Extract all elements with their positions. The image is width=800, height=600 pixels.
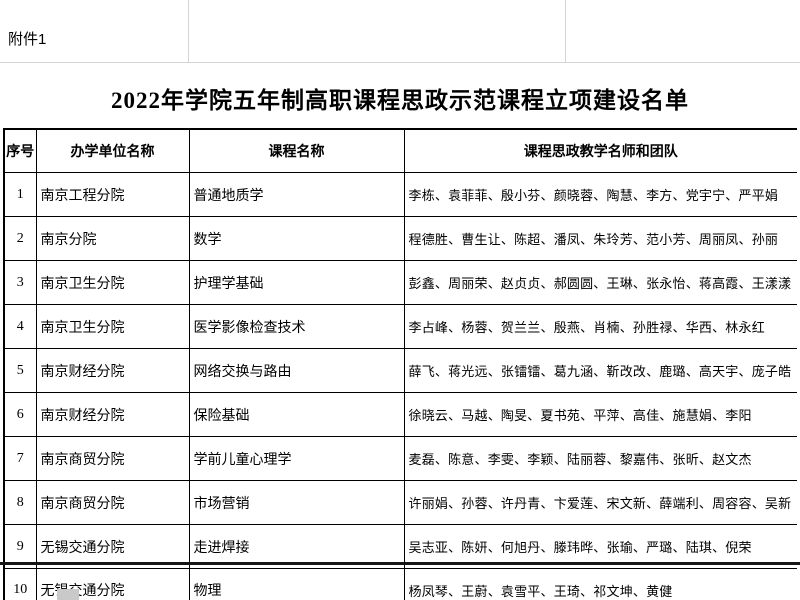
cell-team: 薛飞、蒋光远、张镭镭、葛九涵、靳改改、鹿璐、高天宇、庞子皓 (403, 348, 797, 393)
gridline-horizontal (0, 62, 800, 63)
table-row: 8 南京商贸分院 市场营销 许丽娟、孙蓉、许丹青、卞爱莲、宋文新、薛端利、周容容… (3, 480, 797, 525)
header-cell-course: 课程名称 (188, 128, 405, 173)
cell-unit: 南京卫生分院 (35, 260, 190, 305)
courses-table: 序号 办学单位名称 课程名称 课程思政教学名师和团队 1 南京工程分院 普通地质… (3, 128, 797, 600)
table-row: 4 南京卫生分院 医学影像检查技术 李占峰、杨蓉、贺兰兰、殷燕、肖楠、孙胜禄、华… (3, 304, 797, 349)
cell-unit: 南京卫生分院 (35, 304, 190, 349)
table-row: 2 南京分院 数学 程德胜、曹生让、陈超、潘凤、朱玲芳、范小芳、周丽凤、孙丽 (3, 216, 797, 261)
cell-unit: 南京商贸分院 (35, 480, 190, 525)
cell-unit: 南京商贸分院 (35, 436, 190, 481)
page-break-line (0, 562, 800, 565)
cell-course: 学前儿童心理学 (188, 436, 405, 481)
cell-team: 李栋、袁菲菲、殷小芬、颜晓蓉、陶慧、李方、党宇宁、严平娟 (403, 172, 797, 217)
table-row: 1 南京工程分院 普通地质学 李栋、袁菲菲、殷小芬、颜晓蓉、陶慧、李方、党宇宁、… (3, 172, 797, 217)
cell-team: 许丽娟、孙蓉、许丹青、卞爱莲、宋文新、薛端利、周容容、吴新 (403, 480, 797, 525)
table-row: 3 南京卫生分院 护理学基础 彭鑫、周丽荣、赵贞贞、郝圆圆、王琳、张永怡、蒋高霞… (3, 260, 797, 305)
cell-team: 程德胜、曹生让、陈超、潘凤、朱玲芳、范小芳、周丽凤、孙丽 (403, 216, 797, 261)
cell-unit: 南京财经分院 (35, 392, 190, 437)
cell-course: 护理学基础 (188, 260, 405, 305)
table-header-row: 序号 办学单位名称 课程名称 课程思政教学名师和团队 (3, 128, 797, 173)
cell-serial: 2 (3, 216, 37, 261)
header-cell-unit: 办学单位名称 (35, 128, 190, 173)
table-row: 5 南京财经分院 网络交换与路由 薛飞、蒋光远、张镭镭、葛九涵、靳改改、鹿璐、高… (3, 348, 797, 393)
cell-team: 李占峰、杨蓉、贺兰兰、殷燕、肖楠、孙胜禄、华西、林永红 (403, 304, 797, 349)
cell-unit: 南京财经分院 (35, 348, 190, 393)
cell-serial: 7 (3, 436, 37, 481)
cell-unit: 南京工程分院 (35, 172, 190, 217)
cell-serial: 1 (3, 172, 37, 217)
table-row: 6 南京财经分院 保险基础 徐晓云、马越、陶旻、夏书苑、平萍、高佳、施慧娟、李阳 (3, 392, 797, 437)
cell-serial: 4 (3, 304, 37, 349)
header-cell-serial: 序号 (3, 128, 37, 173)
table-row: 7 南京商贸分院 学前儿童心理学 麦磊、陈意、李雯、李颖、陆丽蓉、黎嘉伟、张昕、… (3, 436, 797, 481)
cell-unit: 南京分院 (35, 216, 190, 261)
cell-course: 市场营销 (188, 480, 405, 525)
cell-course: 普通地质学 (188, 172, 405, 217)
cell-serial: 6 (3, 392, 37, 437)
cell-course: 网络交换与路由 (188, 348, 405, 393)
gridline-vertical (565, 0, 566, 62)
page-title: 2022年学院五年制高职课程思政示范课程立项建设名单 (111, 88, 689, 113)
cell-course: 物理 (188, 568, 405, 600)
cell-serial: 10 (3, 568, 37, 600)
cell-team: 麦磊、陈意、李雯、李颖、陆丽蓉、黎嘉伟、张昕、赵文杰 (403, 436, 797, 481)
cell-course: 保险基础 (188, 392, 405, 437)
cell-course: 医学影像检查技术 (188, 304, 405, 349)
cell-serial: 3 (3, 260, 37, 305)
gridline-vertical (188, 0, 189, 62)
courses-table-container: 序号 办学单位名称 课程名称 课程思政教学名师和团队 1 南京工程分院 普通地质… (3, 128, 797, 600)
sheet-edge-artifact (57, 589, 79, 600)
cell-team: 吴志亚、陈妍、何旭丹、滕玮晔、张瑜、严璐、陆琪、倪荣 (403, 524, 797, 569)
cell-course: 数学 (188, 216, 405, 261)
cell-team: 彭鑫、周丽荣、赵贞贞、郝圆圆、王琳、张永怡、蒋高霞、王漾漾 (403, 260, 797, 305)
header-cell-team: 课程思政教学名师和团队 (403, 128, 797, 173)
cell-serial: 9 (3, 524, 37, 569)
cell-team: 杨凤琴、王蔚、袁雪平、王琦、祁文坤、黄健 (403, 568, 797, 600)
attachment-label: 附件1 (8, 31, 47, 48)
cell-serial: 8 (3, 480, 37, 525)
table-row: 9 无锡交通分院 走进焊接 吴志亚、陈妍、何旭丹、滕玮晔、张瑜、严璐、陆琪、倪荣 (3, 524, 797, 569)
table-row: 10 无锡交通分院 物理 杨凤琴、王蔚、袁雪平、王琦、祁文坤、黄健 (3, 568, 797, 600)
cell-team: 徐晓云、马越、陶旻、夏书苑、平萍、高佳、施慧娟、李阳 (403, 392, 797, 437)
cell-serial: 5 (3, 348, 37, 393)
